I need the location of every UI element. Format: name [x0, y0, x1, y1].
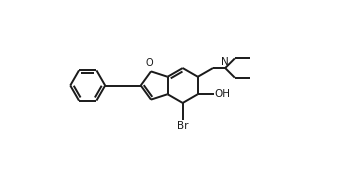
Text: N: N [221, 57, 229, 67]
Text: O: O [146, 58, 153, 68]
Text: Br: Br [177, 121, 189, 131]
Text: OH: OH [214, 89, 230, 99]
